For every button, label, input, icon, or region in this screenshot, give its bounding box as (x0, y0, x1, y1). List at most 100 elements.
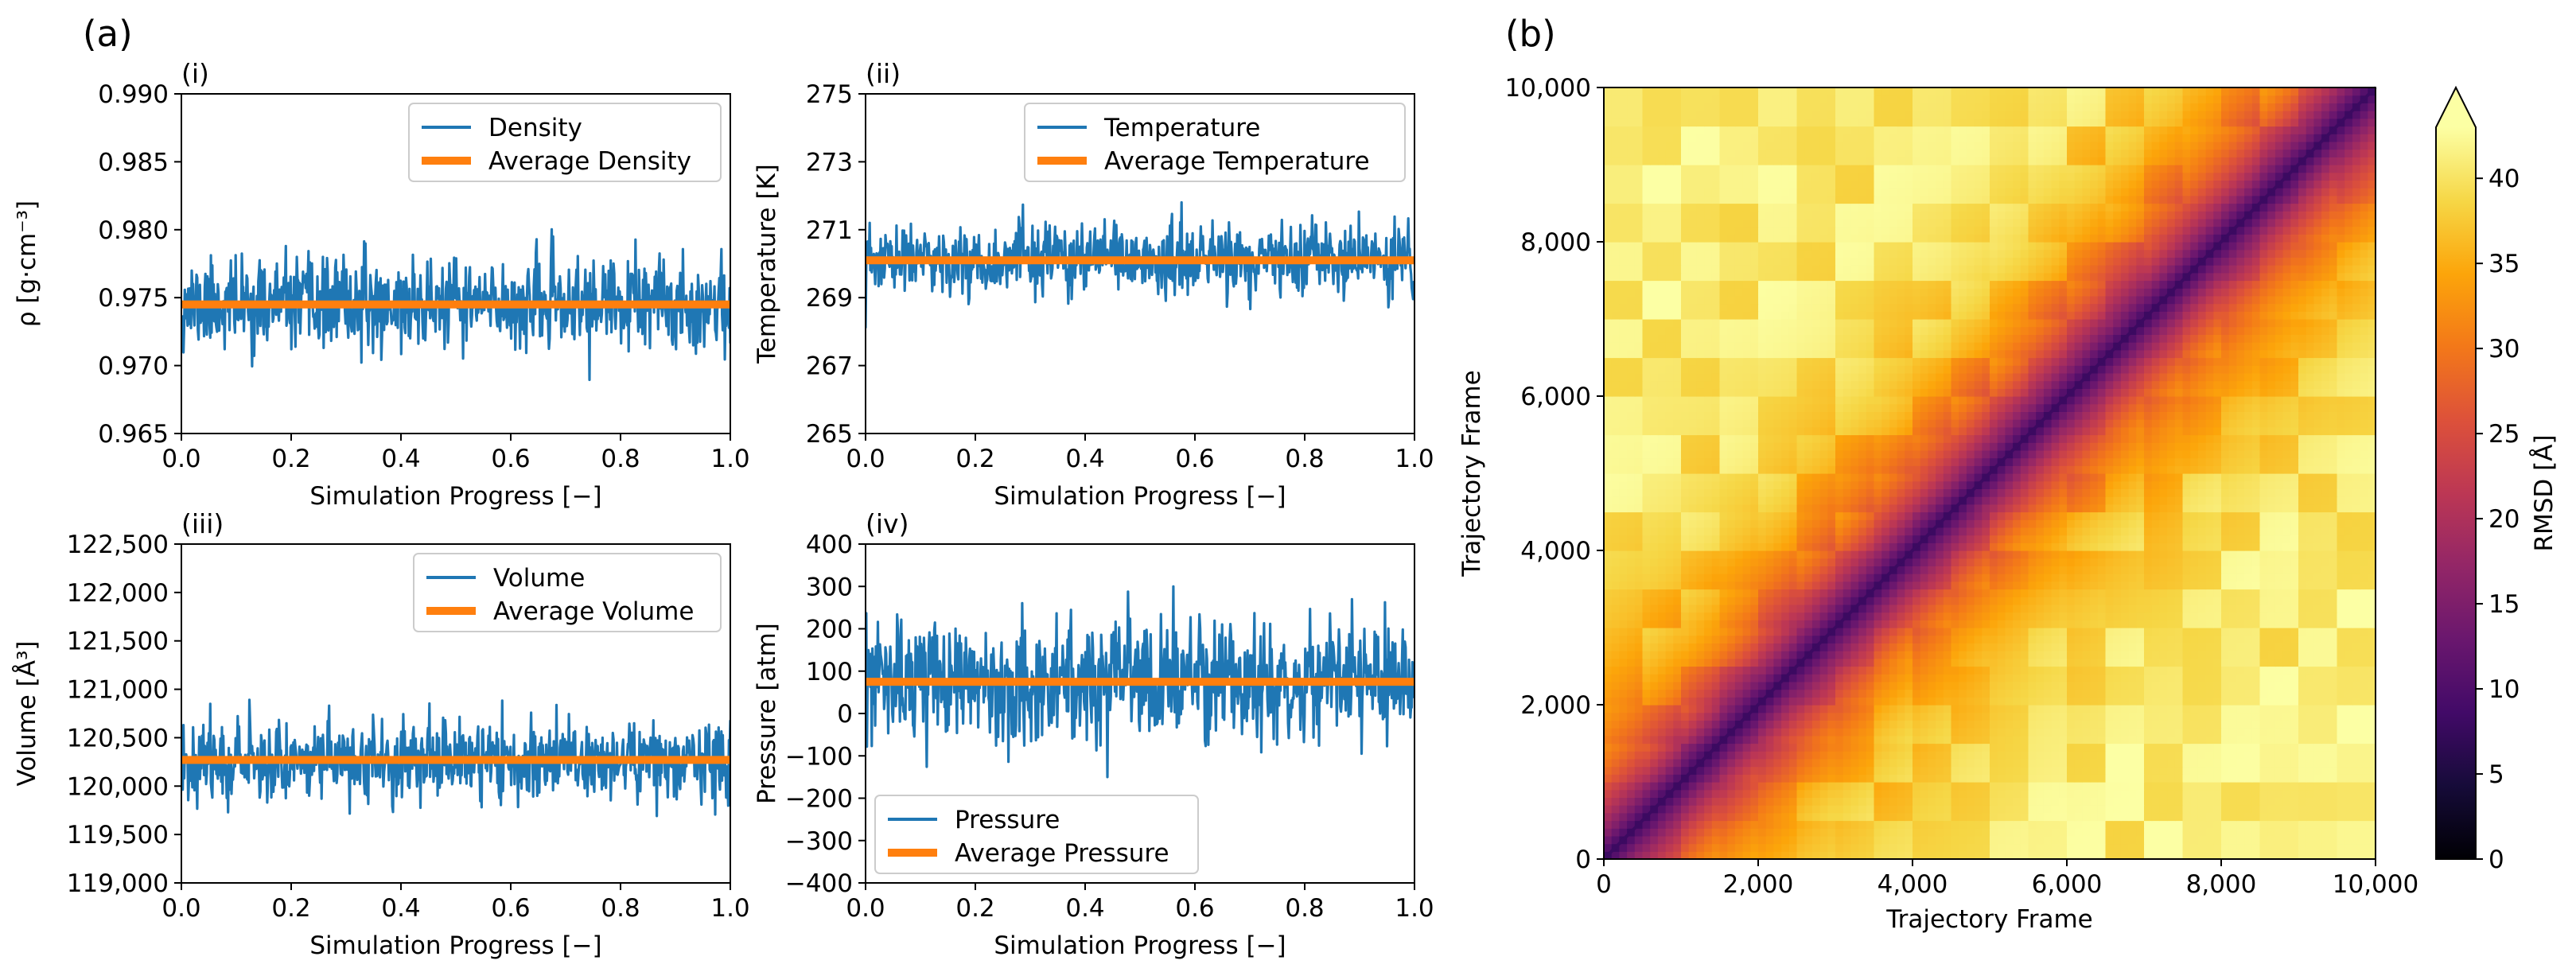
heatmap-cell (2082, 705, 2091, 713)
heatmap-cell (2059, 789, 2068, 798)
heatmap-cell (2290, 851, 2299, 860)
heatmap-cell (1788, 766, 1798, 775)
heatmap-cell (1858, 828, 1867, 837)
heatmap-cell (1642, 774, 1651, 783)
heatmap-cell (1650, 751, 1659, 760)
heatmap-cell (2059, 612, 2068, 620)
heatmap-cell (1889, 812, 1898, 822)
heatmap-cell (2182, 835, 2191, 845)
heatmap-cell (1835, 628, 1844, 636)
heatmap-cell (1734, 797, 1744, 806)
heatmap-cell (2274, 774, 2284, 783)
heatmap-cell (2236, 728, 2245, 737)
heatmap-cell (2190, 496, 2199, 505)
heatmap-cell (1974, 705, 1983, 713)
heatmap-cell (2113, 666, 2122, 675)
heatmap-cell (1734, 550, 1744, 559)
heatmap-cell (1943, 805, 1952, 814)
y-tick-label-volume: 120,000 (67, 772, 169, 801)
heatmap-cell (1928, 566, 1936, 574)
heatmap-cell (1951, 573, 1959, 582)
heatmap-cell (1642, 535, 1651, 543)
heatmap-cell (2290, 689, 2299, 698)
heatmap-cell (2036, 635, 2045, 643)
heatmap-cell (1742, 797, 1751, 806)
heatmap-cell (2136, 566, 2145, 574)
heatmap-cell (1928, 712, 1936, 721)
heatmap-cell (2213, 666, 2222, 675)
heatmap-cell (1696, 681, 1705, 690)
heatmap-cell (1650, 728, 1659, 737)
heatmap-cell (1951, 689, 1959, 698)
heatmap-cell (1881, 519, 1890, 528)
x-tick-label-pressure: 1.0 (1395, 894, 1434, 923)
heatmap-cell (1966, 728, 1975, 737)
heatmap-cell (2267, 496, 2276, 505)
heatmap-cell (1835, 535, 1844, 543)
heatmap-cell (2182, 705, 2191, 713)
heatmap-cell (2337, 782, 2345, 791)
heatmap-cell (1634, 851, 1644, 860)
heatmap-cell (2282, 843, 2291, 852)
heatmap-cell (1604, 612, 1613, 620)
heatmap-cell (2329, 712, 2338, 721)
heatmap-cell (1811, 651, 1821, 659)
plot-frame-volume (181, 543, 731, 884)
heatmap-cell (1604, 535, 1613, 543)
heatmap-cell (1734, 728, 1744, 737)
heatmap-cell (1681, 503, 1690, 513)
heatmap-cell (1881, 705, 1890, 713)
heatmap-cell (1704, 635, 1713, 643)
heatmap-cell (2360, 519, 2368, 528)
heatmap-cell (2236, 573, 2245, 582)
heatmap-cell (2167, 735, 2176, 745)
heatmap-cell (1928, 542, 1936, 551)
heatmap-cell (1835, 774, 1844, 783)
heatmap-cell (2228, 566, 2237, 574)
heatmap-cell (1673, 835, 1682, 845)
heatmap-cell (2228, 535, 2237, 543)
heatmap-cell (1966, 658, 1975, 667)
heatmap-cell (1920, 758, 1928, 768)
heatmap-cell (2352, 604, 2361, 613)
heatmap-cell (2352, 488, 2361, 497)
heatmap-cell (2274, 812, 2284, 822)
heatmap-cell (1966, 774, 1975, 783)
heatmap-cell (2159, 835, 2168, 845)
heatmap-cell (2360, 651, 2368, 659)
heatmap-cell (1843, 480, 1851, 489)
heatmap-cell (1657, 573, 1667, 582)
heatmap-cell (2105, 566, 2114, 574)
heatmap-cell (1881, 820, 1890, 829)
heatmap-cell (2013, 566, 2021, 574)
heatmap-cell (1734, 496, 1744, 505)
heatmap-cell (2120, 558, 2130, 566)
heatmap-cell (2228, 705, 2237, 713)
heatmap-cell (1835, 835, 1844, 845)
heatmap-cell (2043, 728, 2053, 737)
heatmap-cell (2043, 527, 2053, 536)
heatmap-cell (1688, 558, 1697, 566)
heatmap-cell (2059, 758, 2068, 768)
heatmap-cell (2043, 797, 2053, 806)
heatmap-cell (1835, 758, 1844, 768)
heatmap-cell (2128, 828, 2137, 837)
heatmap-cell (1642, 566, 1651, 574)
heatmap-cell (1634, 782, 1644, 791)
heatmap-cell (1990, 573, 1998, 582)
heatmap-cell (1750, 612, 1759, 620)
heatmap-cell (1827, 535, 1836, 543)
heatmap-cell (1673, 712, 1682, 721)
heatmap-cell (2174, 643, 2184, 651)
heatmap-cell (2159, 527, 2168, 536)
heatmap-cell (2337, 666, 2345, 675)
heatmap-cell (1750, 674, 1759, 682)
heatmap-cell (2005, 496, 2014, 505)
heatmap-cell (1727, 828, 1736, 837)
heatmap-cell (2020, 612, 2029, 620)
heatmap-cell (2282, 519, 2291, 528)
heatmap-cell (1835, 658, 1844, 667)
heatmap-cell (1688, 712, 1697, 721)
heatmap-cell (2244, 643, 2253, 651)
heatmap-cell (1657, 789, 1667, 798)
